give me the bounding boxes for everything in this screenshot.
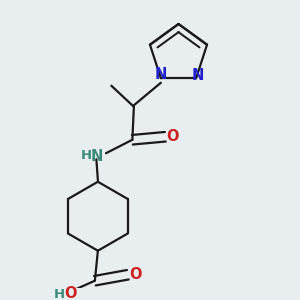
Text: N: N bbox=[90, 149, 103, 164]
Text: N: N bbox=[155, 67, 167, 82]
Text: O: O bbox=[64, 286, 77, 300]
Text: O: O bbox=[129, 267, 142, 282]
Text: H: H bbox=[80, 149, 92, 162]
Text: H: H bbox=[53, 288, 64, 300]
Text: N: N bbox=[191, 68, 204, 83]
Text: O: O bbox=[167, 129, 179, 144]
